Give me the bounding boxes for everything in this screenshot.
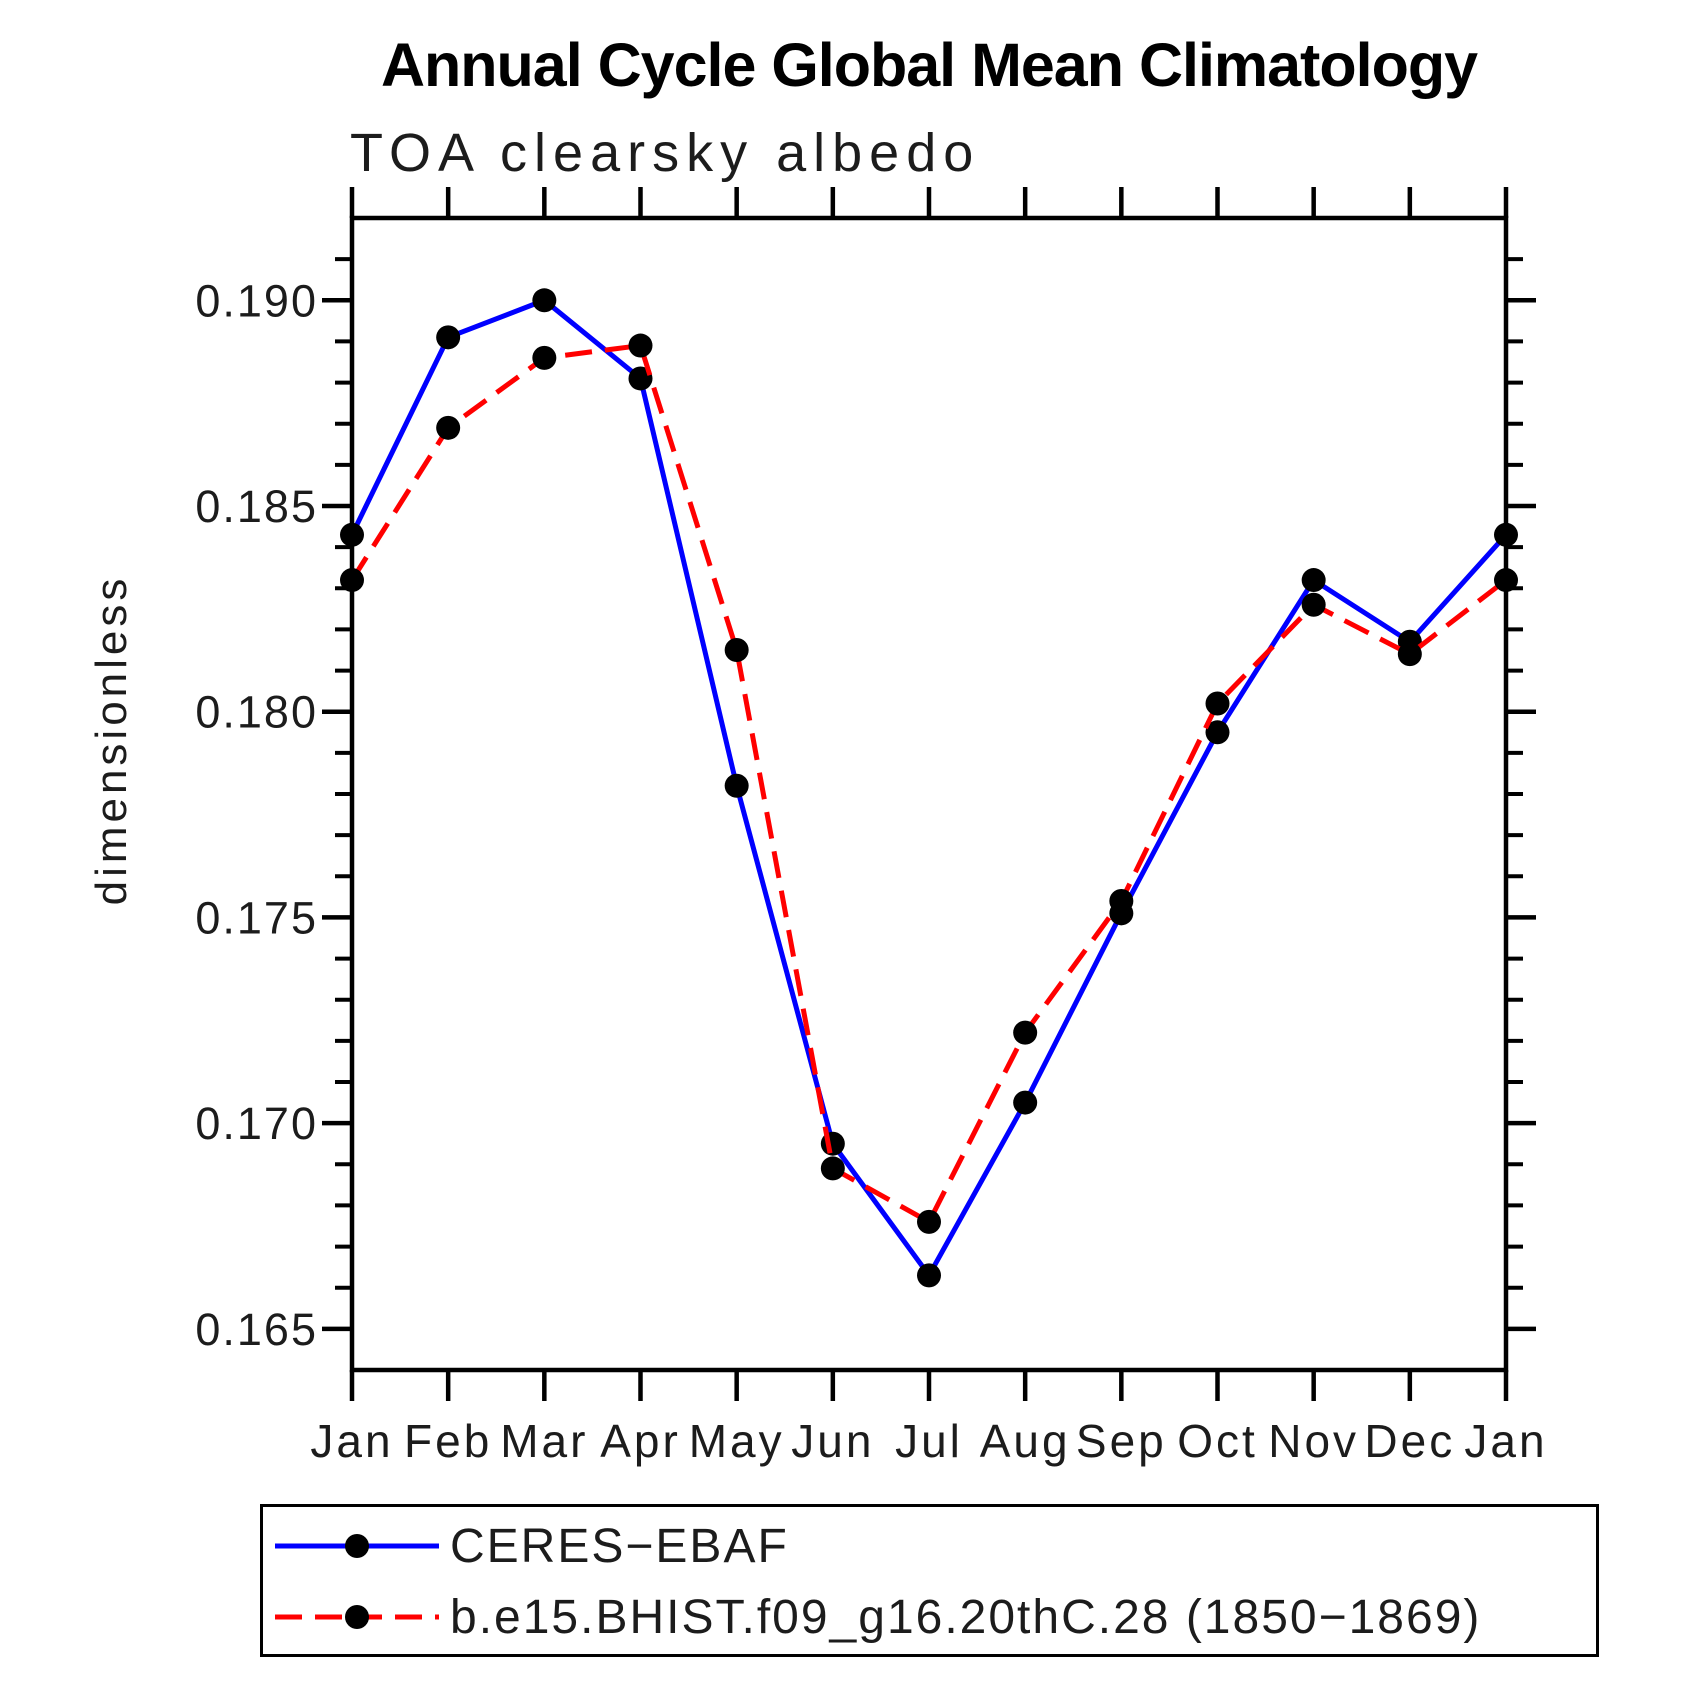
data-point-model xyxy=(1301,592,1326,617)
data-point-model xyxy=(532,345,557,370)
data-point-ceres-ebaf xyxy=(1301,568,1326,593)
legend-item-ceres-ebaf: CERES−EBAF xyxy=(267,1516,789,1576)
x-tick-label: Sep xyxy=(1076,1415,1167,1467)
legend-marker-dot xyxy=(345,1534,369,1558)
data-point-ceres-ebaf xyxy=(340,522,364,547)
chart-title: Annual Cycle Global Mean Climatology xyxy=(380,31,1478,99)
data-point-ceres-ebaf xyxy=(917,1263,941,1288)
data-point-model xyxy=(436,415,461,440)
x-tick-label: Dec xyxy=(1364,1415,1455,1467)
data-point-model xyxy=(1013,1020,1038,1045)
y-axis-title: dimensionless xyxy=(87,574,136,906)
plot-border xyxy=(349,215,1509,1373)
x-tick-label: Jul xyxy=(895,1415,963,1467)
x-tick-label: Aug xyxy=(980,1415,1071,1467)
series-line-model xyxy=(349,342,1508,1226)
legend-box: CERES−EBAF b.e15.BHIST.f09_g16.20thC.28 … xyxy=(260,1504,1599,1657)
series-line-ceres-ebaf xyxy=(349,297,1508,1281)
x-tick-label: Jan xyxy=(1464,1415,1547,1467)
y-tick-label: 0.180 xyxy=(195,687,318,738)
legend-marker-dot xyxy=(345,1605,369,1629)
x-tick-label: Jun xyxy=(791,1415,874,1467)
legend-label-ceres-ebaf: CERES−EBAF xyxy=(450,1519,789,1573)
data-point-ceres-ebaf xyxy=(1494,522,1518,547)
x-tick-label: Jan xyxy=(310,1415,393,1467)
y-tick-label: 0.190 xyxy=(195,275,318,326)
data-point-ceres-ebaf xyxy=(532,288,557,313)
data-point-model xyxy=(820,1156,845,1181)
data-point-ceres-ebaf xyxy=(724,773,749,798)
x-tick-label: Mar xyxy=(500,1415,588,1467)
data-point-model xyxy=(917,1209,941,1234)
legend-label-model: b.e15.BHIST.f09_g16.20thC.28 (1850−1869) xyxy=(450,1590,1482,1644)
data-point-model xyxy=(1205,691,1230,716)
x-tick-label: Apr xyxy=(600,1415,681,1467)
legend-item-model: b.e15.BHIST.f09_g16.20thC.28 (1850−1869) xyxy=(267,1587,1481,1647)
data-point-model xyxy=(1397,642,1422,667)
y-tick-label: 0.165 xyxy=(195,1304,318,1355)
data-point-model xyxy=(724,638,749,662)
y-tick-label: 0.175 xyxy=(195,892,318,943)
data-point-model xyxy=(1109,888,1134,913)
data-point-model xyxy=(340,568,364,593)
x-tick-label: Feb xyxy=(404,1415,492,1467)
legend-sample-solid-line xyxy=(275,1534,439,1558)
y-tick-label: 0.185 xyxy=(195,481,318,532)
data-point-model xyxy=(1494,568,1518,593)
data-point-ceres-ebaf xyxy=(1013,1090,1038,1115)
data-point-model xyxy=(628,333,653,358)
legend-sample-dashed-line xyxy=(275,1605,439,1629)
y-tick-label: 0.170 xyxy=(195,1098,318,1149)
x-tick-label: May xyxy=(689,1415,785,1467)
x-tick-label: Nov xyxy=(1268,1415,1359,1467)
data-point-ceres-ebaf xyxy=(1205,720,1230,745)
chart-subtitle: TOA clearsky albedo xyxy=(350,123,981,183)
data-point-ceres-ebaf xyxy=(436,325,461,350)
x-tick-label: Oct xyxy=(1177,1415,1258,1467)
